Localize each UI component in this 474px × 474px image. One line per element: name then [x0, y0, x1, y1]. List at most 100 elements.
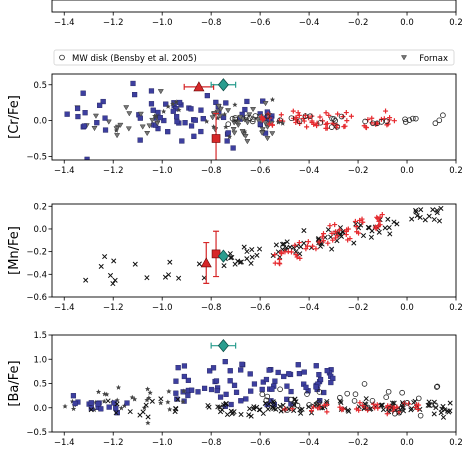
data-point [88, 400, 94, 406]
data-point [447, 400, 453, 406]
data-point [264, 136, 271, 142]
data-point [248, 260, 254, 266]
data-point [394, 404, 400, 410]
data-point [259, 127, 266, 133]
y-axis-label: [Cr/Fe] [7, 95, 22, 139]
data-point [221, 111, 228, 117]
data-point [309, 120, 315, 126]
data-point [439, 406, 445, 412]
plot-frame [51, 203, 457, 298]
data-point [418, 207, 424, 213]
data-point [288, 388, 294, 395]
data-point [254, 252, 260, 258]
data-point [357, 400, 363, 406]
data-point [434, 210, 440, 216]
data-point [272, 378, 278, 384]
data-point [158, 396, 164, 402]
data-point [333, 229, 339, 235]
data-point [344, 390, 351, 397]
data-point [88, 405, 94, 411]
data-point [288, 115, 295, 121]
data-point [383, 118, 390, 125]
data-point [215, 104, 222, 110]
data-point [251, 381, 258, 387]
x-tick-label: −0.4 [299, 166, 320, 176]
x-tick-label: −0.2 [348, 18, 369, 28]
data-point [313, 363, 319, 369]
data-point [188, 123, 195, 129]
data-point [370, 120, 376, 127]
data-point [137, 111, 144, 117]
data-point [365, 404, 371, 411]
data-point [360, 219, 366, 225]
data-point [275, 369, 281, 376]
plot-frame [51, 0, 457, 13]
data-point [174, 113, 180, 120]
data-point [353, 224, 359, 230]
data-point [249, 254, 255, 260]
data-point [263, 376, 270, 383]
x-tick-label: 0.0 [400, 18, 414, 28]
data-point [317, 376, 324, 383]
data-point [345, 226, 351, 232]
y-tick-label: 1.0 [33, 355, 47, 365]
data-point [189, 387, 195, 393]
data-point [123, 105, 130, 111]
data-point [149, 398, 155, 404]
data-point [324, 409, 330, 415]
data-point [91, 126, 98, 132]
data-point [325, 240, 331, 246]
data-point [297, 255, 303, 261]
data-point [101, 398, 107, 404]
data-point [180, 398, 186, 404]
data-point [165, 399, 171, 405]
data-point [172, 409, 178, 415]
highlight-diamond [217, 78, 229, 92]
x-tick-label: −0.2 [348, 303, 369, 313]
data-point [167, 259, 173, 265]
data-point [247, 115, 253, 121]
x-tick-label: −0.2 [348, 166, 369, 176]
data-point [181, 388, 187, 394]
x-tick-label: −0.8 [201, 166, 222, 176]
data-point [129, 394, 135, 400]
data-point [351, 240, 357, 246]
data-point [176, 275, 182, 281]
data-point [277, 403, 283, 409]
x-tick-label: −1.4 [54, 438, 75, 448]
data-point [279, 241, 286, 247]
y-tick-label: 0.2 [33, 202, 47, 212]
x-tick-label: −1.2 [103, 438, 124, 448]
data-point [360, 403, 366, 409]
data-point [269, 386, 275, 392]
data-point [238, 411, 244, 418]
legend-marker-fornax [400, 55, 408, 61]
data-point [344, 118, 350, 124]
data-point [242, 133, 249, 140]
data-point [317, 119, 324, 126]
data-point [238, 259, 244, 265]
data-point [249, 247, 255, 253]
data-point [321, 402, 327, 408]
data-point [148, 88, 155, 94]
data-point [272, 252, 278, 258]
x-tick-label: 0.2 [449, 166, 463, 176]
data-point [231, 382, 238, 388]
data-point [348, 113, 354, 119]
data-point [269, 131, 276, 137]
highlight-triangle [193, 81, 205, 92]
data-point [191, 133, 197, 139]
y-tick-label: 0.0 [33, 225, 47, 235]
data-point [296, 370, 302, 377]
data-point [426, 213, 432, 219]
data-point [204, 118, 210, 124]
data-point [149, 117, 156, 124]
data-point [323, 110, 329, 116]
data-point [102, 127, 109, 133]
data-point [327, 223, 333, 229]
data-point [328, 379, 334, 386]
data-point [126, 111, 133, 117]
data-point [162, 274, 169, 280]
data-point [221, 402, 227, 408]
data-point [325, 227, 331, 233]
